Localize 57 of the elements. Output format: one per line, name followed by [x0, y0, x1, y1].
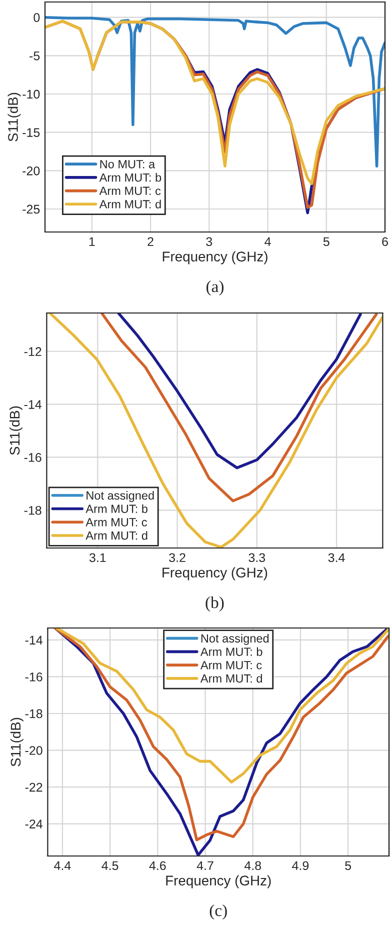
legend-label: Arm MUT: b: [200, 647, 262, 656]
x-tick-label: 4.9: [292, 861, 309, 870]
line-series: [55, 628, 389, 784]
x-tick-label: 3.2: [169, 553, 186, 562]
x-tick-label: 5: [323, 237, 330, 246]
text: (b): [206, 596, 224, 612]
x-tick-label: 4.7: [196, 861, 214, 870]
y-tick-label: -12: [24, 347, 42, 356]
y-axis-title: S11(dB): [10, 718, 24, 766]
legend-label: No MUT: a: [100, 160, 156, 168]
legend-label: Arm MUT: d: [200, 674, 262, 683]
y-tick-label: -10: [22, 90, 40, 99]
y-tick-label: 0: [34, 13, 40, 22]
y-tick-label: -20: [22, 166, 40, 176]
x-axis-title: Frequency (GHz): [162, 251, 268, 264]
legend-label: Arm MUT: b: [99, 173, 162, 182]
y-axis-title: S11(dB): [8, 92, 21, 142]
legend-label: Arm MUT: c: [99, 186, 161, 196]
x-axis-title: Frequency (GHz): [162, 567, 268, 580]
line-series: [116, 313, 362, 470]
legend-label: Arm MUT: c: [86, 518, 147, 526]
y-tick-label: -20: [25, 746, 42, 755]
x-axis-title: Frequency (GHz): [166, 875, 271, 888]
y-axis-title: S11(dB): [9, 406, 22, 455]
x-tick-label: 3.1: [89, 553, 106, 562]
legend-label: Not assigned: [86, 490, 154, 502]
y-tick-label: -24: [25, 820, 42, 828]
y-tick-label: -22: [25, 782, 42, 792]
text: (a): [206, 280, 224, 296]
legend-label: Not assigned: [201, 634, 269, 645]
x-tick-label: 1: [89, 237, 95, 246]
y-tick-label: -16: [24, 453, 42, 462]
x-tick-label: 4.8: [244, 861, 262, 870]
y-tick-label: -25: [22, 204, 40, 214]
text: (c): [210, 904, 227, 920]
legend-label: Arm MUT: d: [99, 200, 161, 208]
x-tick-label: 4: [264, 237, 271, 246]
x-tick-label: 5: [345, 861, 352, 870]
y-tick-label: -5: [30, 52, 40, 60]
x-tick-label: 3: [206, 237, 212, 246]
y-tick-label: -18: [24, 506, 42, 515]
x-tick-label: 4.4: [54, 861, 71, 870]
x-tick-label: 3.4: [328, 553, 345, 562]
x-tick-label: 3.3: [248, 553, 266, 562]
x-tick-label: 4.5: [102, 861, 118, 870]
line-series: [48, 313, 383, 548]
x-tick-label: 6: [382, 237, 388, 246]
y-tick-label: -15: [22, 128, 40, 137]
legend-label: Arm MUT: b: [86, 504, 148, 514]
legend-label: Arm MUT: d: [86, 531, 148, 540]
x-tick-label: 4.6: [149, 861, 166, 870]
x-tick-label: 2: [148, 237, 154, 246]
y-tick-label: -16: [25, 672, 42, 682]
legend-label: Arm MUT: c: [200, 661, 262, 670]
y-tick-label: -18: [25, 709, 42, 718]
y-tick-label: -14: [24, 400, 42, 409]
y-tick-label: -14: [25, 636, 42, 644]
